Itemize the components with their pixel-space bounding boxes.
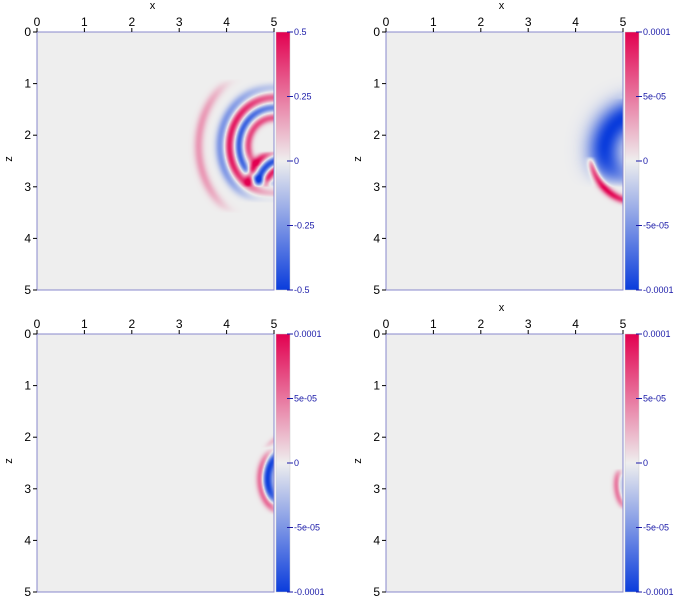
heatmap-field: [386, 334, 623, 592]
z-axis-label: z: [352, 156, 364, 162]
z-tick-label: 0: [373, 327, 380, 341]
colorbar-tick-label: 0.0001: [643, 27, 671, 37]
z-tick-label: 4: [24, 231, 31, 245]
heatmap-field: [386, 32, 623, 290]
colorbar-tick-label: 0.0001: [643, 329, 671, 339]
plot-frame: [385, 31, 624, 291]
z-tick-label: 4: [373, 231, 380, 245]
colorbar-tick-label: -0.25: [294, 221, 315, 231]
x-tick-label: 0: [383, 15, 390, 29]
colorbar-tick-label: -0.0001: [643, 285, 674, 295]
plot-frame: [36, 333, 275, 593]
z-axis-label: z: [352, 458, 364, 464]
heatmap-chart: 0 1 2 3 4 5 0 1 2 3 4 5 x z 0.0001 5e-05 0 -5e-05 -0.0001: [352, 0, 674, 297]
z-tick-label: 2: [373, 128, 380, 142]
z-tick-label: 2: [24, 128, 31, 142]
plot-frame: [385, 333, 624, 593]
x-tick-label: 2: [128, 317, 135, 331]
z-tick-label: 5: [373, 283, 380, 297]
colorbar-tick-label: 0: [643, 458, 648, 468]
x-tick-label: 1: [81, 317, 88, 331]
colorbar-tick-label: 0.5: [294, 27, 307, 37]
z-tick-label: 3: [24, 482, 31, 496]
x-tick-label: 3: [525, 317, 532, 331]
x-tick-label: 0: [34, 317, 41, 331]
x-axis-label: x: [499, 302, 505, 314]
z-tick-label: 1: [373, 379, 380, 393]
heatmap-field: [37, 32, 274, 290]
x-axis-label: x: [499, 0, 505, 12]
colorbar-tick-label: -0.0001: [643, 587, 674, 597]
colorbar-tick-label: 0.0001: [294, 329, 322, 339]
x-axis-label: x: [150, 0, 156, 12]
x-tick-label: 3: [525, 15, 532, 29]
colorbar-tick-label: 5e-05: [294, 394, 317, 404]
z-tick-label: 5: [24, 283, 31, 297]
heatmap-field: [37, 334, 274, 592]
heatmap-chart: 0 1 2 3 4 5 0 1 2 3 4 5 x z 0.0001 5e-05 0 -5e-05 -0.0001: [352, 302, 674, 599]
x-tick-label: 4: [572, 15, 579, 29]
panel-top-left: 0 1 2 3 4 5 0 1 2 3 4 5 x z 0.5 0.25 0 -0.25 -0.5: [0, 0, 348, 302]
x-tick-label: 3: [176, 15, 183, 29]
colorbar-tick-label: 0.25: [294, 92, 312, 102]
colorbar-tick-label: -0.5: [294, 285, 310, 295]
x-tick-label: 1: [430, 15, 437, 29]
colorbar-tick-label: 5e-05: [643, 92, 666, 102]
panel-bottom-right: 0 1 2 3 4 5 0 1 2 3 4 5 x z 0.0001 5e-05 0 -5e-05 -0.0001: [349, 302, 697, 604]
z-tick-label: 3: [373, 482, 380, 496]
z-tick-label: 0: [24, 327, 31, 341]
x-tick-label: 5: [271, 317, 278, 331]
x-tick-label: 0: [383, 317, 390, 331]
x-tick-label: 4: [223, 15, 230, 29]
x-tick-label: 4: [572, 317, 579, 331]
z-tick-label: 3: [373, 180, 380, 194]
colorbar-tick-label: 0: [643, 156, 648, 166]
z-tick-label: 5: [24, 585, 31, 599]
x-tick-label: 4: [223, 317, 230, 331]
z-tick-label: 1: [24, 77, 31, 91]
z-tick-label: 5: [373, 585, 380, 599]
z-tick-label: 2: [24, 430, 31, 444]
x-tick-label: 1: [430, 317, 437, 331]
heatmap-chart: 0 1 2 3 4 5 0 1 2 3 4 5 x z 0.5 0.25 0 -0.25 -0.5: [3, 0, 315, 297]
x-tick-label: 1: [81, 15, 88, 29]
colorbar-tick-label: -5e-05: [643, 221, 669, 231]
colorbar-tick-label: 0: [294, 458, 299, 468]
heatmap-chart: 0 1 2 3 4 5 0 1 2 3 4 5 z 0.0001 5e-05 0 -5e-05 -0.0001: [3, 317, 325, 599]
colorbar-tick-label: -5e-05: [643, 523, 669, 533]
colorbar-tick-label: 5e-05: [643, 394, 666, 404]
x-tick-label: 3: [176, 317, 183, 331]
x-tick-label: 0: [34, 15, 41, 29]
x-tick-label: 2: [477, 15, 484, 29]
colorbar-tick-label: -0.0001: [294, 587, 325, 597]
x-tick-label: 5: [620, 317, 627, 331]
plot-frame: [36, 31, 275, 291]
z-axis-label: z: [3, 156, 15, 162]
z-tick-label: 1: [373, 77, 380, 91]
z-tick-label: 0: [24, 25, 31, 39]
z-tick-label: 3: [24, 180, 31, 194]
x-tick-label: 2: [128, 15, 135, 29]
x-tick-label: 2: [477, 317, 484, 331]
x-tick-label: 5: [620, 15, 627, 29]
z-axis-label: z: [3, 458, 15, 464]
z-tick-label: 1: [24, 379, 31, 393]
z-tick-label: 0: [373, 25, 380, 39]
z-tick-label: 4: [24, 533, 31, 547]
panel-bottom-left: 0 1 2 3 4 5 0 1 2 3 4 5 z 0.0001 5e-05 0 -5e-05 -0.0001: [0, 302, 348, 604]
colorbar-tick-label: 0: [294, 156, 299, 166]
z-tick-label: 2: [373, 430, 380, 444]
x-tick-label: 5: [271, 15, 278, 29]
panel-top-right: 0 1 2 3 4 5 0 1 2 3 4 5 x z 0.0001 5e-05 0 -5e-05 -0.0001: [349, 0, 697, 302]
colorbar-tick-label: -5e-05: [294, 523, 320, 533]
z-tick-label: 4: [373, 533, 380, 547]
